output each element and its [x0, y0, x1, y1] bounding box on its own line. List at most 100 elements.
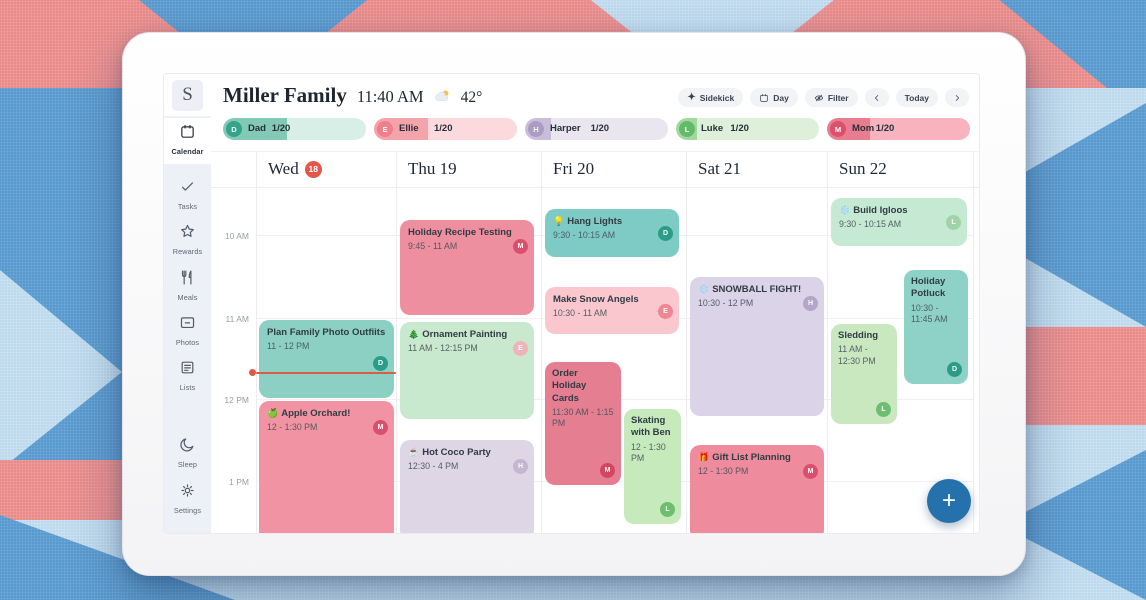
event-card[interactable]: Make Snow Angels 10:30 - 11 AM E — [545, 287, 679, 334]
sidebar: S Calendar Tasks Rewards Meals Photos Lists Sl… — [164, 74, 211, 533]
day-header-thu[interactable]: Thu 19 — [408, 159, 457, 179]
member-name: Harper — [550, 123, 581, 134]
sidebar-item-lists[interactable]: Lists — [164, 354, 211, 392]
day-view-button[interactable]: Day — [750, 88, 798, 107]
sidebar-item-label: Settings — [173, 506, 202, 515]
event-title: 🎁 Gift List Planning — [698, 452, 791, 463]
tasks-icon — [179, 178, 196, 200]
event-emoji-icon: 🍏 — [267, 408, 279, 418]
event-title: Skating with Ben — [631, 415, 671, 439]
event-card[interactable]: ☕ Hot Coco Party 12:30 - 4 PM H — [400, 440, 534, 533]
sidebar-item-calendar[interactable]: Calendar — [164, 118, 211, 164]
member-chip-ellie[interactable]: E Ellie 1/20 — [374, 118, 517, 140]
sidekick-button[interactable]: ✦ Sidekick — [678, 88, 744, 107]
sleep-icon — [179, 436, 196, 458]
tablet-frame: S Calendar Tasks Rewards Meals Photos Lists Sl… — [122, 32, 1026, 576]
chevron-left-icon — [874, 94, 878, 101]
event-member-avatar: H — [803, 296, 818, 311]
day-header-sun[interactable]: Sun 22 — [839, 159, 887, 179]
event-title: Holiday Potluck — [911, 276, 946, 300]
grid-column-line — [256, 152, 257, 533]
event-card[interactable]: 🎁 Gift List Planning 12 - 1:30 PM M — [690, 445, 824, 533]
prev-button[interactable] — [864, 88, 889, 107]
toolbar: ✦ Sidekick Day Filter Today — [678, 88, 969, 107]
member-chip-mom[interactable]: M Mom 1/20 — [827, 118, 970, 140]
member-avatar: M — [830, 121, 846, 137]
member-avatar: D — [226, 121, 242, 137]
event-title: ❄️ Build Igloos — [839, 205, 908, 216]
event-time: 10:30 - 11:45 AM — [911, 302, 948, 325]
event-member-avatar: H — [513, 459, 528, 474]
sidebar-item-sleep[interactable]: Sleep — [164, 431, 211, 469]
app-logo-letter: S — [172, 79, 203, 111]
event-member-avatar: E — [658, 304, 673, 319]
day-header-separator — [211, 187, 979, 188]
app-screen: S Calendar Tasks Rewards Meals Photos Lists Sl… — [164, 74, 979, 533]
event-emoji-icon: 🎁 — [698, 452, 710, 462]
event-time: 10:30 - 12 PM — [698, 298, 754, 309]
event-member-avatar: M — [600, 463, 615, 478]
event-title: Order Holiday Cards — [552, 368, 587, 404]
sidebar-item-settings[interactable]: Settings — [164, 477, 211, 515]
today-button[interactable]: Today — [895, 88, 938, 107]
sidebar-item-photos[interactable]: Photos — [164, 309, 211, 347]
now-indicator-line — [256, 372, 396, 374]
sidebar-item-tasks[interactable]: Tasks — [164, 173, 211, 211]
event-card[interactable]: Holiday Recipe Testing 9:45 - 11 AM M — [400, 220, 534, 315]
member-chip-luke[interactable]: L Luke 1/20 — [676, 118, 819, 140]
member-chip-dad[interactable]: D Dad 1/20 — [223, 118, 366, 140]
event-card[interactable]: ❄️ Build Igloos 9:30 - 10:15 AM L — [831, 198, 967, 246]
event-card[interactable]: 🎄 Ornament Painting 11 AM - 12:15 PM E — [400, 322, 534, 419]
event-emoji-icon: ☕ — [408, 447, 420, 457]
calendar-grid: Wed 18 Thu 19 Fri 20 Sat 21 Sun 22 10 AM 11 AM… — [211, 151, 979, 533]
event-member-avatar: L — [876, 402, 891, 417]
event-time: 9:45 - 11 AM — [408, 241, 458, 252]
event-title: Holiday Recipe Testing — [408, 227, 512, 238]
chevron-right-icon — [955, 94, 960, 101]
day-header-wed[interactable]: Wed 18 — [268, 159, 322, 179]
event-card[interactable]: 💡 Hang Lights 9:30 - 10:15 AM D — [545, 209, 679, 257]
day-header-fri[interactable]: Fri 20 — [553, 159, 594, 179]
event-title: ☕ Hot Coco Party — [408, 447, 491, 458]
hour-label: 11 AM — [225, 314, 249, 324]
member-avatar: E — [377, 121, 393, 137]
hour-label: 1 PM — [229, 477, 249, 487]
event-card[interactable]: ❄️ SNOWBALL FIGHT! 10:30 - 12 PM H — [690, 277, 824, 416]
event-card[interactable]: Skating with Ben 12 - 1:30 PM L — [624, 409, 681, 524]
event-member-avatar: D — [947, 362, 962, 377]
member-chip-harper[interactable]: H Harper 1/20 — [525, 118, 668, 140]
event-member-avatar: E — [513, 341, 528, 356]
sidebar-item-meals[interactable]: Meals — [164, 264, 211, 302]
add-event-button[interactable]: + — [927, 479, 971, 523]
sidebar-item-label: Tasks — [177, 202, 198, 211]
event-card[interactable]: Plan Family Photo Outfiits 11 - 12 PM D — [259, 320, 394, 398]
event-card[interactable]: Holiday Potluck 10:30 - 11:45 AM D — [904, 270, 968, 384]
day-header-sat[interactable]: Sat 21 — [698, 159, 741, 179]
now-indicator-dot — [249, 369, 256, 376]
event-member-avatar: L — [946, 215, 961, 230]
member-date: 1/20 — [434, 123, 453, 134]
today-date-badge: 18 — [304, 160, 322, 178]
day-header-label: Thu 19 — [408, 159, 457, 178]
event-member-avatar: D — [373, 356, 388, 371]
member-name: Dad — [248, 123, 266, 134]
sidebar-item-rewards[interactable]: Rewards — [164, 218, 211, 256]
event-card[interactable]: 🍏 Apple Orchard! 12 - 1:30 PM M — [259, 401, 394, 533]
event-member-avatar: M — [373, 420, 388, 435]
event-card[interactable]: Sledding 11 AM - 12:30 PM L — [831, 324, 897, 424]
rewards-icon — [179, 223, 196, 245]
event-card[interactable]: Order Holiday Cards 11:30 AM - 1:15 PM M — [545, 362, 621, 485]
hour-label: 10 AM — [224, 231, 249, 241]
event-time: 12:30 - 4 PM — [408, 461, 459, 472]
event-time: 9:30 - 10:15 AM — [553, 230, 616, 241]
temperature: 42° — [460, 89, 483, 106]
event-time: 9:30 - 10:15 AM — [839, 219, 902, 230]
next-button[interactable] — [945, 88, 969, 107]
weather-icon — [434, 89, 451, 107]
grid-column-line — [827, 152, 828, 533]
filter-button[interactable]: Filter — [804, 88, 858, 107]
event-title: 🍏 Apple Orchard! — [267, 408, 351, 419]
day-header-label: Sat 21 — [698, 159, 741, 178]
event-title: Make Snow Angels — [553, 294, 639, 305]
event-time: 11 AM - 12:15 PM — [408, 343, 478, 354]
